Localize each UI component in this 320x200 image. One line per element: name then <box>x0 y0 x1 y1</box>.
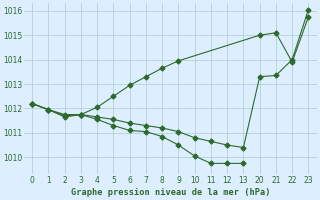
X-axis label: Graphe pression niveau de la mer (hPa): Graphe pression niveau de la mer (hPa) <box>71 188 270 197</box>
